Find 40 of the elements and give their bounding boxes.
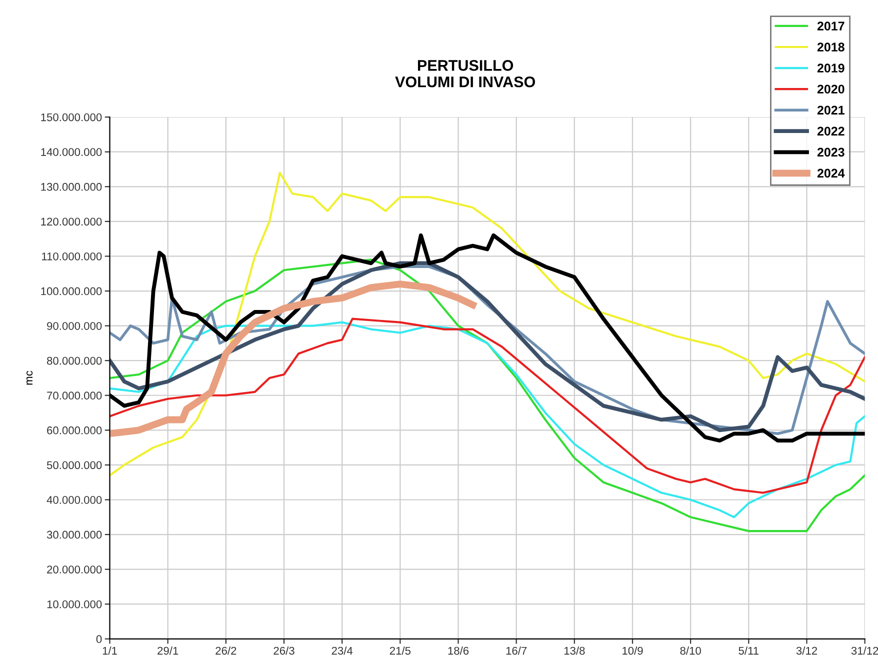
- legend-label: 2018: [817, 42, 844, 52]
- x-tick-label: 31/12: [851, 646, 878, 655]
- legend-label: 2023: [817, 148, 844, 157]
- legend-label: 2020: [817, 84, 844, 94]
- y-tick-label: 120.000.000: [41, 218, 102, 226]
- y-tick-label: 90.000.000: [47, 322, 102, 330]
- chart-title: PERTUSILLO VOLUMI DI INVASO: [395, 60, 536, 88]
- legend-label: 2022: [817, 126, 844, 136]
- y-tick-label: 140.000.000: [41, 148, 102, 156]
- x-tick-label: 3/12: [796, 646, 818, 655]
- y-axis-title: mc: [26, 370, 33, 385]
- y-tick-label: 150.000.000: [41, 113, 102, 122]
- y-tick-label: 80.000.000: [46, 356, 102, 365]
- x-tick-label: 16/7: [506, 646, 527, 655]
- legend-label: 2024: [817, 168, 845, 178]
- x-tick-label: 8/10: [680, 646, 701, 655]
- x-tick-label: 13/8: [564, 646, 585, 655]
- x-tick-label: 10/9: [622, 646, 643, 655]
- x-tick-label: 26/3: [274, 646, 294, 655]
- y-tick-label: 110.000.000: [42, 252, 102, 260]
- x-tick-label: 29/1: [158, 646, 178, 655]
- legend-label: 2019: [817, 64, 844, 73]
- y-tick-label: 0: [96, 635, 102, 644]
- y-tick-label: 40.000.000: [46, 496, 102, 504]
- y-tick-label: 50.000.000: [46, 461, 102, 470]
- x-tick-label: 23/4: [332, 646, 353, 655]
- x-tick-label: 18/6: [448, 646, 469, 655]
- x-tick-label: 26/2: [216, 646, 236, 655]
- y-tick-label: 30.000.000: [46, 530, 102, 539]
- x-tick-label: 5/11: [738, 646, 759, 655]
- x-tick-label: 21/5: [390, 646, 411, 655]
- legend-label: 2017: [817, 22, 844, 30]
- y-tick-label: 60.000.000: [47, 426, 102, 434]
- x-tick-label: 1/1: [102, 646, 117, 655]
- legend-label: 2021: [817, 106, 844, 115]
- y-tick-label: 20.000.000: [47, 566, 102, 574]
- y-tick-label: 70.000.000: [47, 392, 102, 400]
- y-tick-label: 100.000.000: [41, 287, 102, 296]
- y-tick-label: 130.000.000: [41, 182, 102, 191]
- y-tick-label: 10.000.000: [47, 600, 102, 608]
